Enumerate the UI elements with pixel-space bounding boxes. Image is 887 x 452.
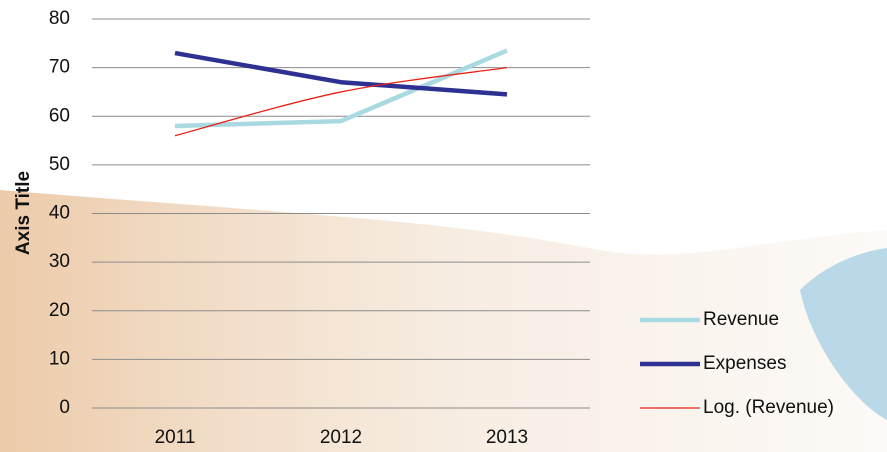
y-tick-label: 0 bbox=[59, 397, 70, 418]
y-tick-label: 30 bbox=[49, 251, 70, 272]
x-tick-label: 2011 bbox=[155, 427, 196, 448]
legend-label: Revenue bbox=[703, 309, 779, 330]
y-tick-label: 20 bbox=[49, 300, 70, 321]
chart: Axis Title 0 10 20 30 40 50 60 70 80 2011 2012 2013… bbox=[0, 0, 887, 452]
x-tick-label: 2013 bbox=[486, 427, 528, 448]
y-tick-label: 50 bbox=[49, 154, 70, 175]
axis-title: Axis Title bbox=[13, 171, 34, 255]
y-tick-label: 10 bbox=[49, 348, 70, 369]
legend-label: Expenses bbox=[703, 353, 786, 374]
x-tick-label: 2012 bbox=[320, 427, 362, 448]
legend-label: Log. (Revenue) bbox=[703, 397, 834, 418]
y-tick-label: 80 bbox=[49, 8, 70, 29]
y-tick-label: 70 bbox=[49, 57, 70, 78]
y-tick-label: 40 bbox=[49, 203, 70, 224]
y-tick-label: 60 bbox=[49, 105, 70, 126]
page: {"chart_data": {"type": "line", "axis_ti… bbox=[0, 0, 887, 452]
